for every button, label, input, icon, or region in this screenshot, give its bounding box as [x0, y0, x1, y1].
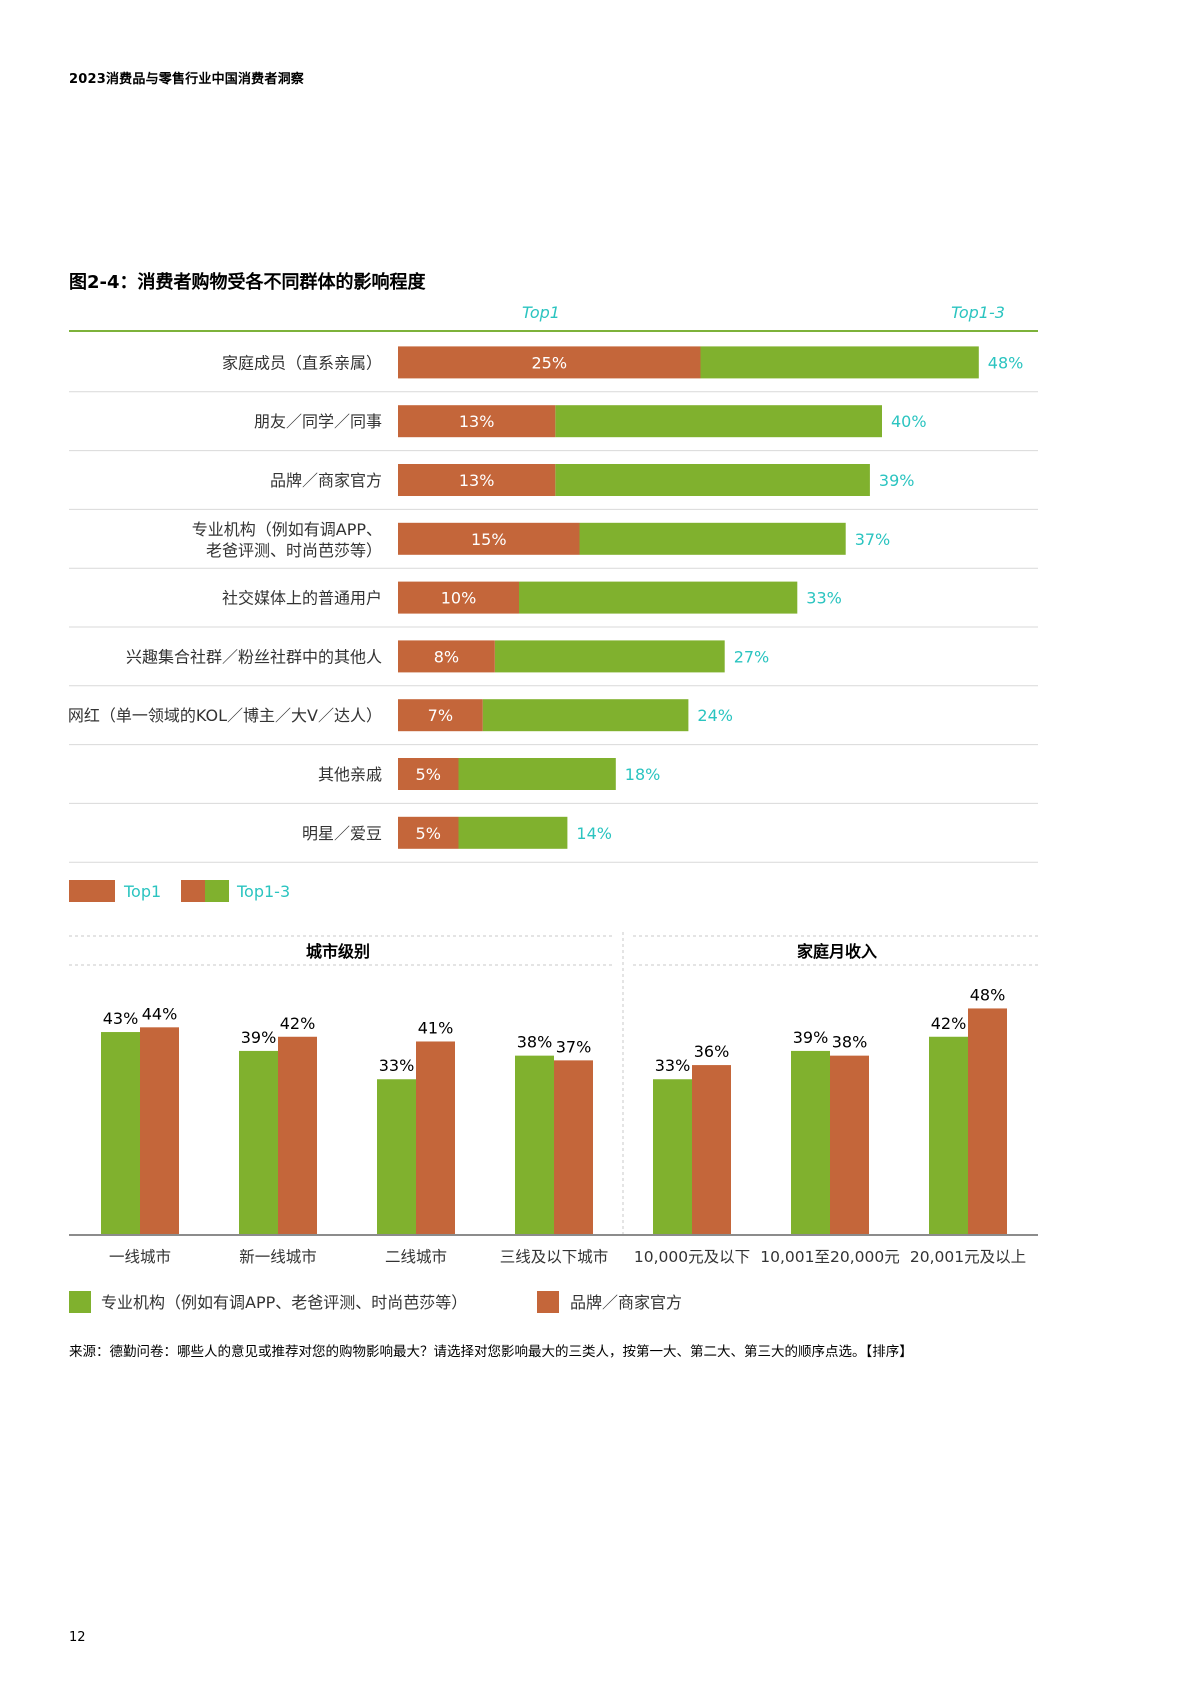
category-label: 网红（单一领域的KOL／博主／大V／达人） [68, 706, 382, 725]
category-label: 明星／爱豆 [302, 824, 382, 843]
bar-top1 [398, 464, 556, 496]
value-label-top1: 25% [531, 353, 567, 372]
value-label: 42% [280, 1014, 316, 1033]
value-label-top1: 15% [471, 530, 507, 549]
bar-top1 [398, 758, 459, 790]
category-label: 三线及以下城市 [500, 1248, 609, 1266]
value-label: 39% [793, 1028, 829, 1047]
category-label: 兴趣集合社群／粉丝社群中的其他人 [126, 647, 382, 666]
value-label: 37% [556, 1037, 592, 1056]
value-label: 38% [832, 1033, 868, 1052]
value-label: 48% [970, 985, 1006, 1004]
legend-label-top1-3: Top1-3 [236, 882, 290, 901]
figure-title: 图2-4：消费者购物受各不同群体的影响程度 [69, 272, 426, 293]
bar-top1 [398, 581, 519, 614]
bar-professional-institution [791, 1050, 830, 1235]
legend-swatch-top1 [69, 880, 115, 902]
category-label: 一线城市 [109, 1248, 171, 1266]
bar-brand-official [554, 1060, 593, 1235]
bar-top1 [398, 699, 483, 732]
category-label: 二线城市 [385, 1248, 447, 1266]
value-label: 42% [931, 1014, 967, 1033]
value-label-top1-3: 40% [891, 412, 927, 431]
bar-brand-official [416, 1041, 455, 1235]
group-label-city-tier: 城市级别 [306, 942, 370, 961]
bar-brand-official [692, 1065, 731, 1235]
legend-swatch-professional-institution [69, 1291, 91, 1313]
category-label: 社交媒体上的普通用户 [222, 589, 382, 608]
value-label-top1: 5% [416, 765, 441, 784]
value-label: 38% [517, 1033, 553, 1052]
bar-top1-3 [700, 346, 979, 379]
legend-swatch-brand-official [537, 1291, 559, 1313]
value-label-top1: 10% [441, 589, 477, 608]
value-label-top1-3: 27% [734, 647, 770, 666]
bar-professional-institution [653, 1079, 692, 1235]
category-label: 家庭成员（直系亲属） [222, 353, 382, 372]
bar-top1-3 [494, 640, 725, 673]
value-label: 36% [694, 1042, 730, 1061]
bar-professional-institution [101, 1032, 140, 1235]
bar-top1-3 [458, 758, 616, 790]
bar-brand-official [278, 1036, 317, 1235]
bar-brand-official [830, 1055, 869, 1235]
column-header-top1-3: Top1-3 [951, 303, 1005, 322]
category-label: 20,001元及以上 [910, 1248, 1026, 1266]
category-label: 10,001至20,000元 [760, 1248, 899, 1266]
bar-top1-3 [579, 522, 846, 555]
bar-professional-institution [515, 1055, 554, 1235]
value-label-top1: 8% [434, 647, 459, 666]
value-label-top1-3: 18% [625, 765, 661, 784]
value-label-top1-3: 14% [576, 824, 612, 843]
bar-top1 [398, 522, 580, 555]
value-label-top1: 13% [459, 412, 495, 431]
horizontal-bar-chart: Top1 Top1-3 家庭成员（直系亲属） 25% 48% 朋友／同学／同事 13% 40%… [68, 303, 1038, 902]
legend-label-brand-official: 品牌／商家官方 [570, 1293, 682, 1312]
category-label: 朋友／同学／同事 [254, 412, 382, 431]
value-label-top1-3: 48% [988, 353, 1024, 372]
column-header-top1: Top1 [522, 303, 560, 322]
value-label: 44% [142, 1004, 178, 1023]
group-label-household-income: 家庭月收入 [797, 942, 877, 961]
value-label: 33% [379, 1056, 415, 1075]
value-label: 43% [103, 1009, 139, 1028]
value-label-top1-3: 24% [697, 706, 733, 725]
legend-label-top1: Top1 [123, 882, 161, 901]
value-label: 41% [418, 1018, 454, 1037]
bar-top1-3 [519, 581, 798, 614]
legend-swatch-top1-3-green [205, 880, 229, 902]
bar-top1-3 [555, 464, 870, 496]
value-label: 39% [241, 1028, 277, 1047]
bar-brand-official [968, 1008, 1007, 1235]
value-label-top1: 7% [428, 706, 453, 725]
page-number: 12 [69, 1630, 86, 1645]
bar-top1-3 [482, 699, 689, 732]
bar-professional-institution [377, 1079, 416, 1235]
bar-top1 [398, 405, 556, 438]
source-note: 来源：德勤问卷：哪些人的意见或推荐对您的购物影响最大？请选择对您影响最大的三类人… [69, 1344, 913, 1360]
bar-top1-3 [555, 405, 882, 438]
category-label: 专业机构（例如有调APP、老爸评测、时尚芭莎等） [192, 520, 382, 560]
legend-label-professional-institution: 专业机构（例如有调APP、老爸评测、时尚芭莎等） [101, 1293, 467, 1312]
value-label: 33% [655, 1056, 691, 1075]
legend-swatch-top1-3-orange [181, 880, 205, 902]
bar-top1 [398, 816, 459, 849]
report-title: 2023消费品与零售行业中国消费者洞察 [69, 72, 304, 87]
category-label: 其他亲戚 [318, 765, 382, 784]
category-label: 品牌／商家官方 [270, 471, 382, 490]
value-label-top1: 5% [416, 824, 441, 843]
value-label-top1: 13% [459, 471, 495, 490]
value-label-top1-3: 33% [806, 589, 842, 608]
category-label: 10,000元及以下 [634, 1248, 750, 1266]
value-label-top1-3: 39% [879, 471, 915, 490]
bar-professional-institution [929, 1036, 968, 1235]
category-label: 新一线城市 [239, 1248, 317, 1266]
bar-top1 [398, 640, 495, 673]
bar-professional-institution [239, 1050, 278, 1235]
bar-brand-official [140, 1027, 179, 1235]
bar-top1 [398, 346, 701, 379]
value-label-top1-3: 37% [855, 530, 891, 549]
bar-top1-3 [458, 816, 568, 849]
